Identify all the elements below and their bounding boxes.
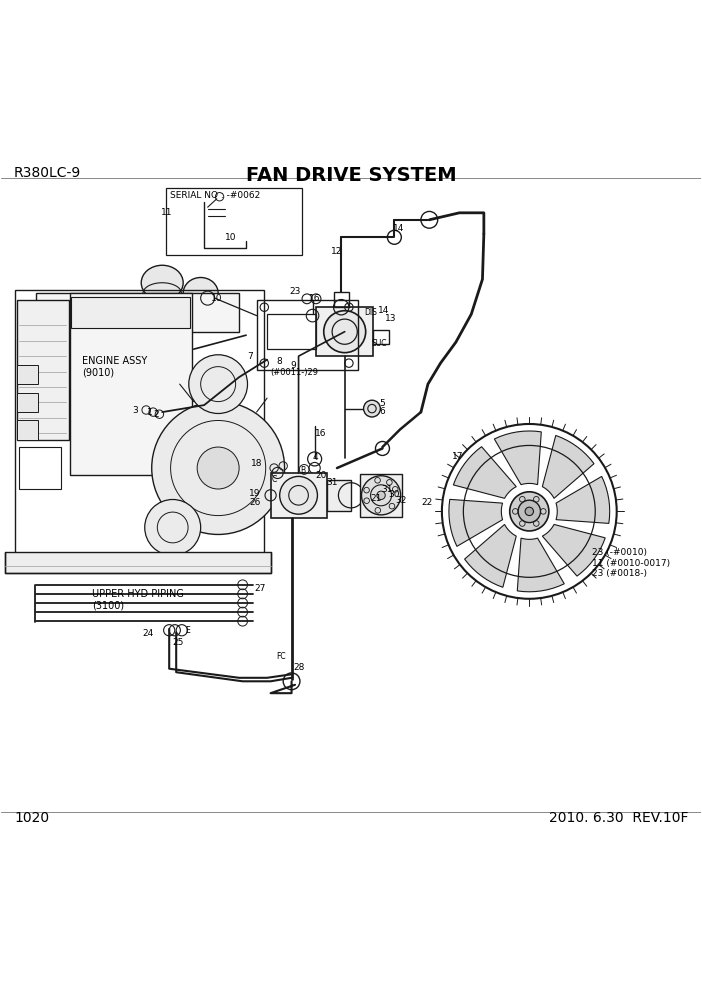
Text: 24: 24 (143, 629, 154, 638)
Bar (19, 447, 61, 489)
Bar (326, 480, 351, 512)
Text: 4: 4 (312, 453, 318, 462)
Text: 23: 23 (289, 288, 300, 297)
Text: 16: 16 (315, 429, 327, 437)
Circle shape (197, 447, 239, 489)
Bar (18, 393, 39, 412)
Bar (18, 364, 39, 384)
Text: 3: 3 (133, 406, 138, 416)
Bar (267, 314, 316, 349)
Polygon shape (556, 476, 610, 524)
Bar (333, 292, 349, 308)
Bar (270, 473, 326, 519)
Text: 10: 10 (225, 233, 237, 242)
Polygon shape (543, 525, 605, 576)
Text: 30: 30 (388, 490, 399, 499)
Text: 32: 32 (395, 496, 406, 505)
Bar (17, 301, 69, 440)
Bar (166, 188, 302, 255)
Text: 23 (-#0010)
11 (#0010-0017)
23 (#0018-): 23 (-#0010) 11 (#0010-0017) 23 (#0018-) (592, 549, 670, 578)
Text: 27: 27 (254, 584, 265, 593)
Text: 20: 20 (315, 470, 326, 479)
Polygon shape (517, 538, 564, 592)
Circle shape (510, 492, 549, 531)
Text: DIS: DIS (364, 309, 377, 317)
Text: 1020: 1020 (14, 810, 49, 824)
Circle shape (145, 500, 201, 556)
Text: 13: 13 (385, 313, 396, 323)
Circle shape (152, 402, 284, 535)
Text: FAN DRIVE SYSTEM: FAN DRIVE SYSTEM (246, 166, 456, 185)
Text: 25: 25 (173, 638, 184, 648)
Circle shape (189, 355, 248, 414)
Text: UPPER HYD PIPING
(3100): UPPER HYD PIPING (3100) (92, 589, 184, 611)
Bar (70, 294, 192, 475)
Bar (373, 329, 389, 343)
Text: 31: 31 (381, 484, 392, 493)
Text: 17: 17 (451, 452, 463, 461)
Circle shape (525, 507, 534, 516)
Circle shape (364, 400, 380, 417)
Text: R380LC-9: R380LC-9 (14, 166, 81, 180)
Text: 11: 11 (161, 208, 173, 217)
Bar (37, 294, 239, 331)
Text: 8: 8 (276, 356, 282, 365)
Bar (257, 301, 358, 370)
Text: 21: 21 (370, 494, 381, 503)
Text: 28: 28 (293, 663, 305, 672)
Bar (18, 421, 39, 440)
Text: 22: 22 (421, 498, 432, 507)
Bar (72, 297, 190, 328)
Ellipse shape (183, 278, 218, 309)
Bar (360, 473, 402, 517)
Text: 1: 1 (147, 408, 152, 417)
Text: 18: 18 (251, 459, 263, 468)
Polygon shape (465, 525, 516, 587)
Text: 12: 12 (331, 247, 343, 257)
Circle shape (324, 310, 366, 353)
Text: FC: FC (276, 652, 286, 661)
Text: 6: 6 (380, 407, 385, 416)
Bar (15, 290, 263, 569)
Bar (5, 552, 270, 573)
Text: 26: 26 (249, 498, 261, 507)
Text: 7: 7 (247, 351, 253, 361)
Text: ENGINE ASSY
(9010): ENGINE ASSY (9010) (82, 356, 147, 378)
Text: SUC: SUC (371, 339, 387, 348)
Circle shape (279, 476, 317, 514)
Text: C: C (272, 475, 277, 484)
Bar (316, 308, 373, 356)
Text: 10: 10 (211, 295, 223, 304)
Ellipse shape (141, 265, 183, 301)
Text: 2: 2 (154, 410, 159, 419)
Polygon shape (449, 499, 503, 547)
Text: 5: 5 (380, 399, 385, 408)
Polygon shape (494, 431, 541, 485)
Text: 14: 14 (393, 224, 404, 233)
Polygon shape (543, 435, 594, 498)
Text: 19: 19 (249, 489, 261, 498)
Text: (#0011-)29: (#0011-)29 (270, 368, 319, 377)
Text: 9: 9 (291, 361, 297, 370)
Circle shape (518, 500, 541, 523)
Text: 31: 31 (326, 477, 338, 486)
Circle shape (377, 491, 385, 500)
Text: 14: 14 (378, 307, 389, 315)
Text: B: B (300, 465, 305, 474)
Circle shape (362, 476, 401, 515)
Text: E: E (185, 627, 190, 636)
Text: 2010. 6.30  REV.10F: 2010. 6.30 REV.10F (548, 810, 688, 824)
Polygon shape (453, 446, 516, 498)
Text: SERIAL NO : -#0062: SERIAL NO : -#0062 (170, 191, 260, 200)
Text: 16: 16 (309, 295, 321, 304)
